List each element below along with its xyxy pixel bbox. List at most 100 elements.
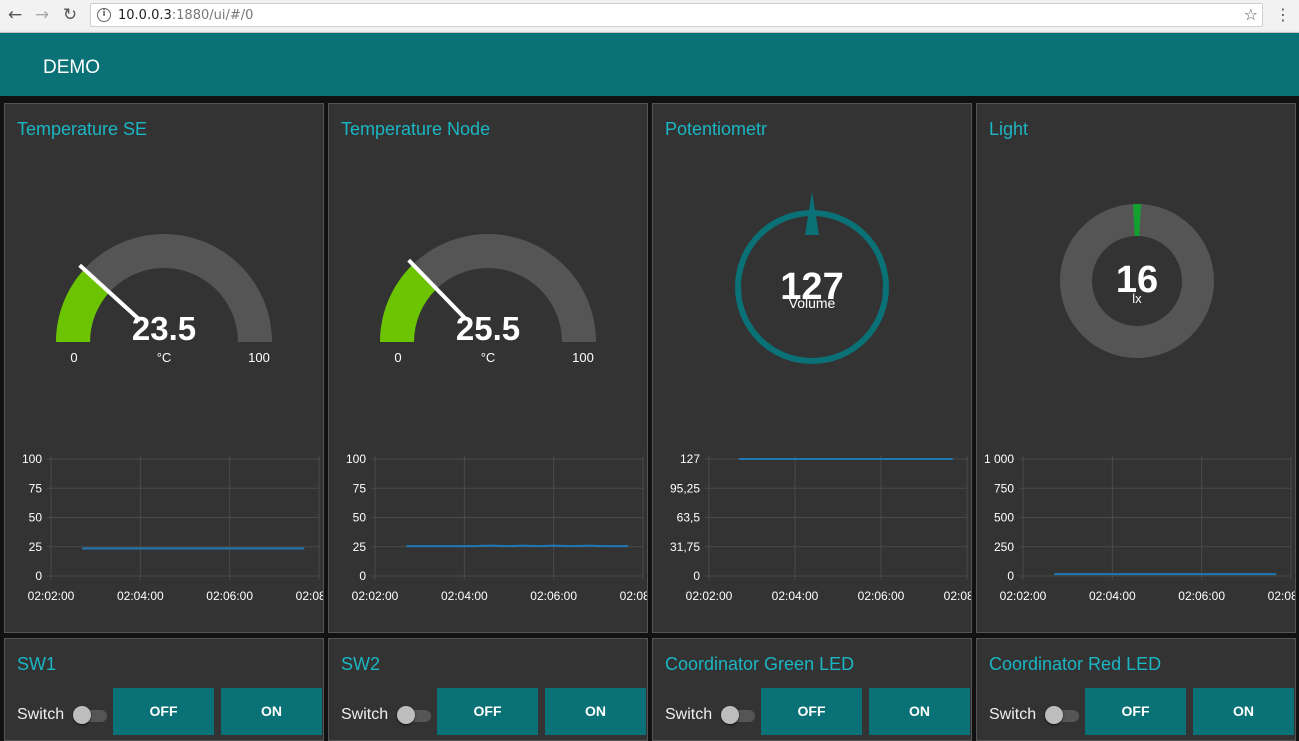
temperature-se-chart: 0 25 50 75 100 02:02:00 02:04:00 02:06:00 02:08:… xyxy=(22,452,323,603)
card-sw1: SW1 Switch OFF ON xyxy=(4,638,324,741)
gauge-track xyxy=(380,234,596,342)
chart-series-line xyxy=(406,544,629,548)
x-tick-label: 02:06:00 xyxy=(858,589,905,603)
page-title: DEMO xyxy=(43,57,100,78)
sw1-off-button[interactable]: OFF xyxy=(113,688,214,735)
url-text[interactable]: 10.0.0.3:1880/ui/#/0 xyxy=(118,8,253,23)
card-title: Temperature SE xyxy=(17,119,148,139)
y-tick-label: 1 000 xyxy=(984,452,1014,466)
gauge-value: 25.5 xyxy=(456,310,520,347)
y-tick-label: 31,75 xyxy=(670,540,700,554)
card-coordinator-red-led: Coordinator Red LED Switch OFF ON xyxy=(976,638,1296,741)
y-tick-label: 500 xyxy=(994,511,1014,525)
x-tick-label: 02:06:00 xyxy=(206,589,253,603)
address-bar[interactable]: i 10.0.0.3:1880/ui/#/0 ☆ xyxy=(90,3,1263,27)
toggle-knob xyxy=(397,706,415,724)
forward-arrow-icon[interactable]: → xyxy=(34,5,50,25)
green-led-toggle[interactable] xyxy=(721,703,757,725)
gauge-value: 127 xyxy=(780,266,843,308)
browser-menu-icon[interactable]: ⋮ xyxy=(1275,5,1291,24)
card-potentiometr: Potentiometr 127 Volume 0 31,75 63,5 95,25 12… xyxy=(652,103,972,633)
card-temperature-se: Temperature SE 23.5 °C 0 100 0 25 50 75 100 02:0… xyxy=(4,103,324,633)
card-title: SW2 xyxy=(341,654,381,674)
bookmark-star-icon[interactable]: ☆ xyxy=(1243,5,1258,24)
y-tick-label: 75 xyxy=(29,481,43,495)
card-title: SW1 xyxy=(17,654,57,674)
y-tick-label: 100 xyxy=(346,452,366,466)
x-tick-label: 02:04:00 xyxy=(117,589,164,603)
temperature-node-gauge: 25.5 °C 0 100 xyxy=(380,234,596,365)
gauge-value: 23.5 xyxy=(132,310,196,347)
gauge-min: 0 xyxy=(70,350,77,365)
y-tick-label: 0 xyxy=(35,569,42,583)
y-tick-label: 0 xyxy=(693,569,700,583)
card-light: Light 16 lx 0 250 500 750 1 000 02:02:00 02:04:… xyxy=(976,103,1296,633)
card-temperature-node: Temperature Node 25.5 °C 0 100 0 25 50 75 100 02… xyxy=(328,103,648,633)
sw1-toggle[interactable] xyxy=(73,703,109,725)
light-chart: 0 250 500 750 1 000 02:02:00 02:04:00 02:06:00 0… xyxy=(984,452,1295,603)
sw1-on-button[interactable]: ON xyxy=(221,688,322,735)
gauge-track xyxy=(56,234,272,342)
donut-fill xyxy=(1132,204,1142,237)
x-tick-label: 02:06:00 xyxy=(1178,589,1225,603)
green-led-off-button[interactable]: OFF xyxy=(761,688,862,735)
card-coordinator-green-led: Coordinator Green LED Switch OFF ON xyxy=(652,638,972,741)
gauge-unit: °C xyxy=(157,350,172,365)
green-led-on-button[interactable]: ON xyxy=(869,688,970,735)
x-tick-label: 02:02:00 xyxy=(1000,589,1047,603)
y-tick-label: 95,25 xyxy=(670,481,700,495)
red-led-toggle[interactable] xyxy=(1045,703,1081,725)
card-title: Coordinator Green LED xyxy=(665,654,855,674)
gauge-needle xyxy=(78,263,142,322)
card-title: Temperature Node xyxy=(341,119,491,139)
gauge-max: 100 xyxy=(248,350,270,365)
x-tick-label: 02:04:00 xyxy=(772,589,819,603)
y-tick-label: 0 xyxy=(1007,569,1014,583)
y-tick-label: 50 xyxy=(29,511,43,525)
sw2-off-button[interactable]: OFF xyxy=(437,688,538,735)
switch-label: Switch xyxy=(665,706,713,723)
url-path: :1880/ui/#/0 xyxy=(171,8,254,23)
gauge-unit: °C xyxy=(481,350,496,365)
x-tick-label: 02:08:00 xyxy=(296,589,323,603)
back-arrow-icon[interactable]: ← xyxy=(7,5,23,25)
y-tick-label: 50 xyxy=(353,511,367,525)
red-led-off-button[interactable]: OFF xyxy=(1085,688,1186,735)
browser-toolbar: ← → ↻ i 10.0.0.3:1880/ui/#/0 ☆ ⋮ xyxy=(0,0,1299,33)
y-tick-label: 127 xyxy=(680,452,700,466)
switch-label: Switch xyxy=(989,706,1037,723)
gauge-needle xyxy=(407,258,468,321)
temperature-se-gauge: 23.5 °C 0 100 xyxy=(56,234,272,365)
x-tick-label: 02:02:00 xyxy=(28,589,75,603)
sw2-toggle[interactable] xyxy=(397,703,433,725)
info-icon[interactable]: i xyxy=(97,8,111,22)
x-tick-label: 02:02:00 xyxy=(352,589,399,603)
toggle-knob xyxy=(721,706,739,724)
y-tick-label: 25 xyxy=(353,540,367,554)
dashboard-header: DEMO xyxy=(0,33,1299,96)
sw2-on-button[interactable]: ON xyxy=(545,688,646,735)
card-title: Potentiometr xyxy=(665,119,768,139)
url-host: 10.0.0.3 xyxy=(118,8,172,23)
switch-label: Switch xyxy=(17,706,65,723)
dashboard-content: Temperature SE 23.5 °C 0 100 0 25 50 75 100 02:0… xyxy=(0,96,1299,741)
red-led-on-button[interactable]: ON xyxy=(1193,688,1294,735)
x-tick-label: 02:08:00 xyxy=(944,589,971,603)
toggle-knob xyxy=(1045,706,1063,724)
x-tick-label: 02:04:00 xyxy=(441,589,488,603)
card-title: Coordinator Red LED xyxy=(989,654,1162,674)
y-tick-label: 75 xyxy=(353,481,367,495)
gauge-min: 0 xyxy=(394,350,401,365)
x-tick-label: 02:06:00 xyxy=(530,589,577,603)
temperature-node-chart: 0 25 50 75 100 02:02:00 02:04:00 02:06:00 02:08:… xyxy=(346,452,647,603)
y-tick-label: 25 xyxy=(29,540,43,554)
y-tick-label: 100 xyxy=(22,452,42,466)
gauge-label: Volume xyxy=(789,295,836,311)
gauge-label: lx xyxy=(1132,291,1142,306)
gauge-fill xyxy=(56,269,110,342)
gauge-value: 16 xyxy=(1116,259,1158,301)
reload-icon[interactable]: ↻ xyxy=(62,5,78,25)
potentiometr-chart: 0 31,75 63,5 95,25 127 02:02:00 02:04:00 02:06:… xyxy=(670,452,971,603)
